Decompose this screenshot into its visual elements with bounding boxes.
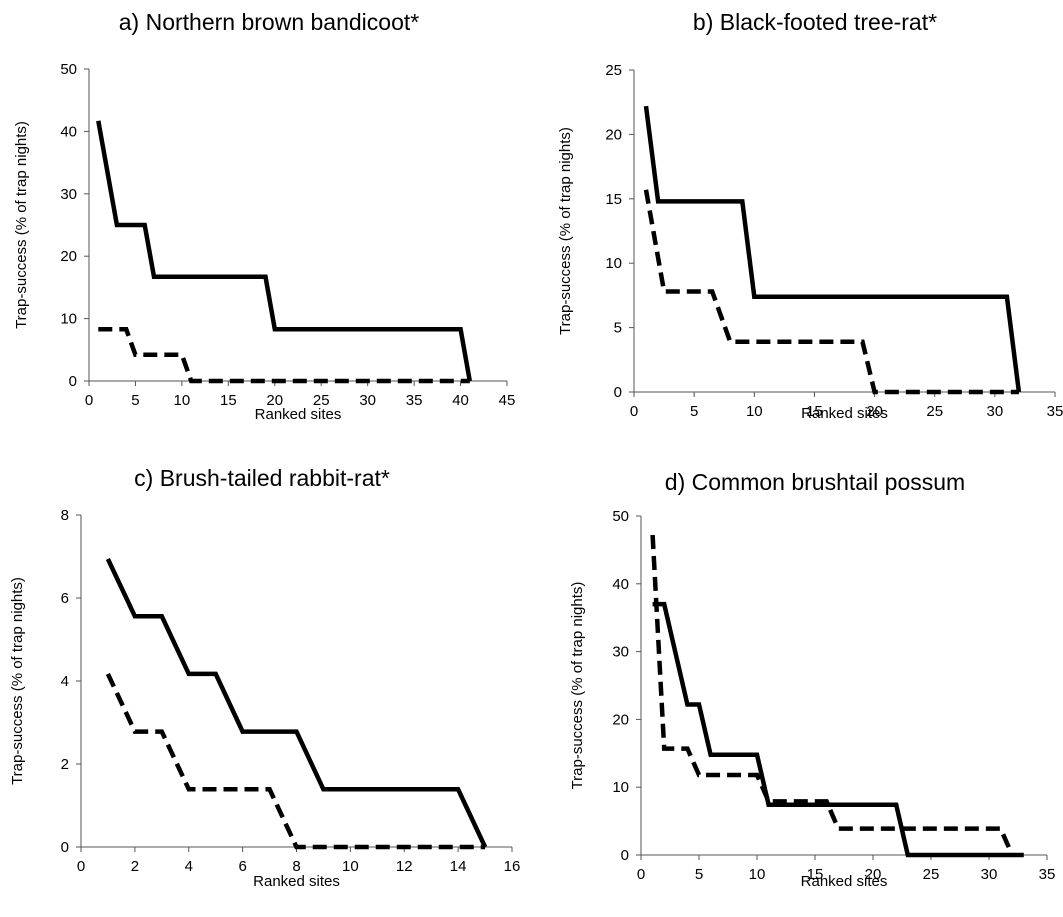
panel-d-x-tick-label: 35: [1039, 866, 1056, 883]
panel-b-x-axis-label: Ranked sites: [801, 405, 888, 422]
panel-c-x-tick-label: 10: [342, 858, 359, 875]
panel-b-x-tick-label: 15: [806, 403, 823, 420]
panel-d-x-tick-label: 5: [695, 866, 703, 883]
panel-a-title: a) Northern brown bandicoot*: [119, 9, 419, 35]
panel-c-y-axis-label: Trap-success (% of trap nights): [9, 577, 26, 785]
panel-a-x-tick-label: 25: [313, 392, 330, 409]
panel-d-x-tick-label: 0: [637, 866, 645, 883]
panel-d-y-tick-label: 0: [621, 847, 629, 864]
panel-a-y-tick-label: 20: [60, 248, 77, 265]
panel-c-x-tick-label: 8: [292, 858, 300, 875]
panel-a-x-tick-label: 10: [174, 392, 191, 409]
panel-d-x-tick-label: 15: [807, 866, 824, 883]
panel-b-x-tick-label: 20: [866, 403, 883, 420]
panel-b-y-tick-label: 20: [605, 126, 622, 143]
panel-d-series-dashed-line: [650, 534, 1015, 856]
panel-b-series-dashed-line: [643, 189, 1019, 395]
panel-d-x-tick-label: 25: [923, 866, 940, 883]
panel-c-x-tick-label: 4: [185, 858, 193, 875]
panel-c-x-tick-label: 16: [504, 858, 521, 875]
panel-d-y-tick-label: 10: [612, 779, 629, 796]
panel-a-y-tick-label: 40: [60, 123, 77, 140]
panel-c-x-tick-label: 12: [396, 858, 413, 875]
panel-a-x-axis-label: Ranked sites: [255, 406, 342, 423]
panel-c-x-tick-label: 0: [77, 858, 85, 875]
panel-a-y-tick-label: 50: [60, 61, 77, 78]
panel-c-x-tick-label: 6: [238, 858, 246, 875]
panel-b-x-tick-label: 25: [926, 403, 943, 420]
panel-d-y-tick-label: 20: [612, 711, 629, 728]
panel-d-x-axis-label: Ranked sites: [801, 873, 888, 890]
panel-d-title: d) Common brushtail possum: [665, 469, 965, 495]
panel-b-x-tick-label: 5: [690, 403, 698, 420]
panel-d-y-tick-label: 30: [612, 644, 629, 661]
panel-a-series-dashed-line: [98, 326, 470, 384]
panel-a-x-tick-label: 40: [452, 392, 469, 409]
panel-a-x-tick-label: 45: [499, 392, 516, 409]
panel-d-x-tick-label: 20: [865, 866, 882, 883]
panel-a-x-tick-label: 5: [131, 392, 139, 409]
panel-c-x-tick-label: 14: [450, 858, 467, 875]
panel-b-x-tick-label: 0: [630, 403, 638, 420]
panel-d-x-tick-label: 10: [749, 866, 766, 883]
panel-a-x-tick-label: 15: [220, 392, 237, 409]
panel-c-y-tick-label: 8: [61, 507, 69, 524]
panel-c-title: c) Brush-tailed rabbit-rat*: [134, 465, 390, 491]
panel-d-y-tick-label: 40: [612, 576, 629, 593]
panel-a-y-tick-label: 0: [69, 373, 77, 390]
panel-b-series-solid-line: [643, 105, 1022, 393]
panel-b-y-tick-label: 0: [614, 384, 622, 401]
panel-c-x-axis-label: Ranked sites: [253, 873, 340, 890]
panel-c-y-tick-label: 0: [61, 839, 69, 856]
panel-c-y-tick-label: 4: [61, 673, 69, 690]
panel-b-y-tick-label: 25: [605, 62, 622, 79]
panel-a-series-solid-line: [96, 120, 473, 382]
panel-b-x-tick-label: 35: [1047, 403, 1063, 420]
panel-a-x-tick-label: 0: [85, 392, 93, 409]
panel-a-y-axis-label: Trap-success (% of trap nights): [13, 121, 30, 329]
panel-c-y-tick-label: 2: [61, 756, 69, 773]
panel-b-title: b) Black-footed tree-rat*: [693, 9, 937, 35]
panel-d-y-axis-label: Trap-success (% of trap nights): [569, 582, 586, 790]
panel-c-x-tick-label: 2: [131, 858, 139, 875]
panel-a-x-tick-label: 35: [406, 392, 423, 409]
panel-b-y-tick-label: 10: [605, 255, 622, 272]
panel-a-y-tick-label: 30: [60, 186, 77, 203]
panel-b-x-tick-label: 30: [987, 403, 1004, 420]
panel-a-y-tick-label: 10: [60, 311, 77, 328]
panel-b-y-tick-label: 15: [605, 191, 622, 208]
panel-a-x-tick-label: 30: [359, 392, 376, 409]
panel-d-series-solid-line: [652, 601, 1024, 858]
panel-b-y-tick-label: 5: [614, 320, 622, 337]
panel-c-series-dashed-line: [105, 672, 486, 850]
panel-d-x-tick-label: 30: [981, 866, 998, 883]
panel-c-series-solid-line: [105, 558, 488, 848]
panel-b-y-axis-label: Trap-success (% of trap nights): [557, 127, 574, 335]
panel-d-y-tick-label: 50: [612, 508, 629, 525]
panel-c-y-tick-label: 6: [61, 590, 69, 607]
panel-a-x-tick-label: 20: [266, 392, 283, 409]
panel-b-x-tick-label: 10: [746, 403, 763, 420]
